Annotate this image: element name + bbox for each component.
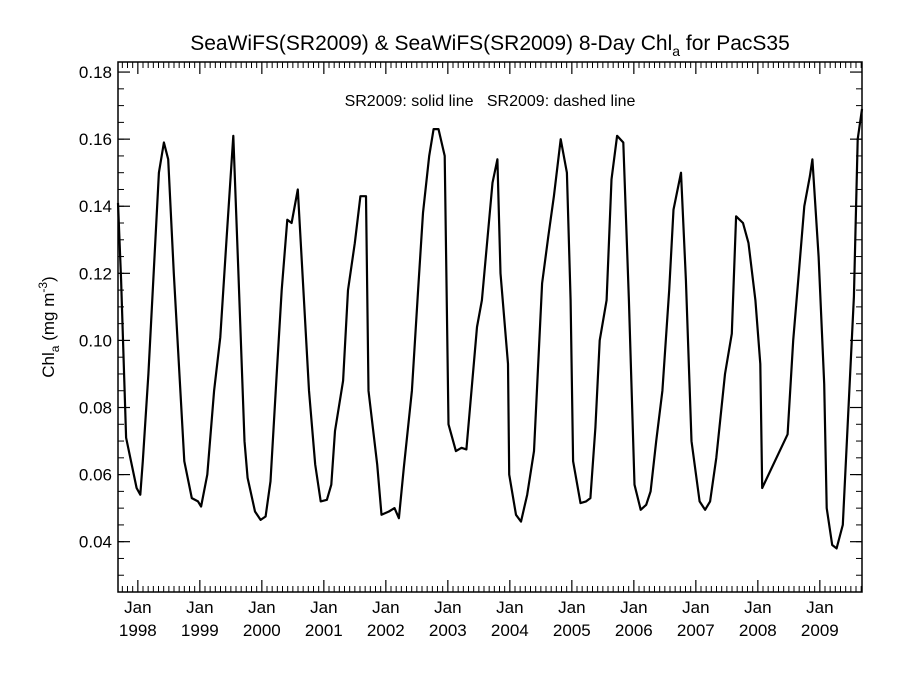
plot-frame [117, 61, 863, 593]
x-tick-year: 2006 [615, 621, 653, 640]
series-line-solid [116, 108, 864, 550]
y-tick-label: 0.04 [79, 533, 112, 552]
x-tick-year: 2003 [429, 621, 467, 640]
x-tick-month: Jan [496, 598, 523, 617]
x-tick-year: 2004 [491, 621, 529, 640]
x-tick-month: Jan [248, 598, 275, 617]
x-tick-year: 2000 [243, 621, 281, 640]
x-tick-year: 2001 [305, 621, 343, 640]
y-tick-label: 0.14 [79, 197, 112, 216]
x-tick-month: Jan [124, 598, 151, 617]
x-tick-year: 2009 [801, 621, 839, 640]
y-tick-label: 0.08 [79, 399, 112, 418]
x-tick-month: Jan [310, 598, 337, 617]
chart-title: SeaWiFS(SR2009) & SeaWiFS(SR2009) 8-Day … [190, 32, 790, 59]
x-tick-month: Jan [558, 598, 585, 617]
x-tick-year: 2005 [553, 621, 591, 640]
y-tick-label: 0.16 [79, 130, 112, 149]
series-group [116, 108, 864, 550]
y-tick-label: 0.12 [79, 264, 112, 283]
y-axis: 0.04 0.06 0.08 0.10 0.12 0.14 0.16 0.18 [79, 63, 862, 576]
x-tick-month: Jan [186, 598, 213, 617]
x-tick-month: Jan [806, 598, 833, 617]
x-tick-month: Jan [434, 598, 461, 617]
x-tick-year: 1999 [181, 621, 219, 640]
x-tick-month: Jan [744, 598, 771, 617]
x-axis: Jan 1998 Jan 1999 Jan 2000 Jan 2001 Jan 2002 Jan 20… [119, 62, 862, 640]
y-tick-label: 0.18 [79, 63, 112, 82]
x-tick-year: 2007 [677, 621, 715, 640]
legend-text: SR2009: solid line SR2009: dashed line [345, 93, 636, 110]
x-tick-year: 2008 [739, 621, 777, 640]
x-tick-year: 1998 [119, 621, 157, 640]
x-tick-month: Jan [372, 598, 399, 617]
y-tick-label: 0.10 [79, 331, 112, 350]
plot-area-border [117, 61, 863, 593]
y-tick-label: 0.06 [79, 466, 112, 485]
x-tick-month: Jan [682, 598, 709, 617]
y-axis-label: Chla (mg m-3) [36, 276, 62, 377]
x-tick-year: 2002 [367, 621, 405, 640]
x-tick-month: Jan [620, 598, 647, 617]
